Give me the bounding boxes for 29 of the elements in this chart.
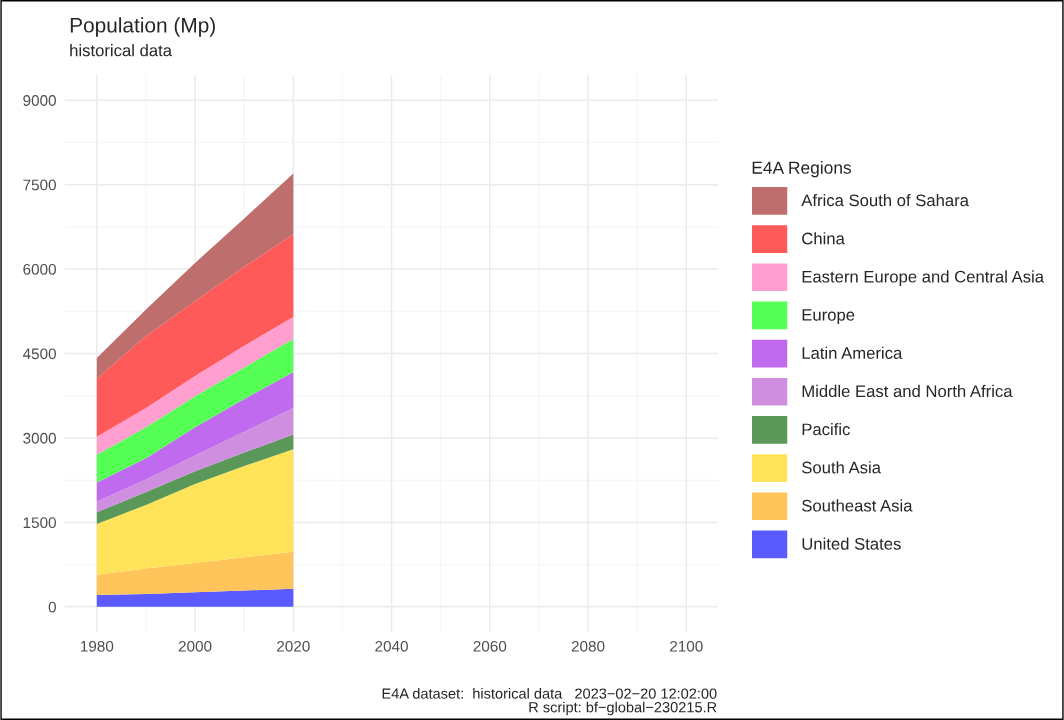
- legend-label: Eastern Europe and Central Asia: [802, 270, 1045, 286]
- y-tick-label: 6000: [23, 263, 56, 275]
- legend-label: Pacific: [802, 423, 850, 436]
- y-tick-label: 4500: [22, 348, 56, 360]
- x-tick-label: 2080: [571, 640, 605, 652]
- legend-label: United States: [802, 537, 901, 550]
- chart-subtitle: historical data: [70, 44, 172, 57]
- chart-title: Population (Mp): [70, 17, 215, 37]
- y-tick-label: 1500: [23, 517, 56, 529]
- y-tick-label: 9000: [23, 95, 56, 106]
- legend-label: South Asia: [802, 461, 881, 474]
- y-tick-label: 7500: [23, 179, 56, 191]
- text: R script: bf−global−230215.R: [529, 701, 717, 716]
- y-tick-label: 3000: [23, 432, 56, 444]
- y-tick-label: 0: [48, 601, 56, 613]
- x-tick-label: 2060: [473, 640, 507, 652]
- legend-title: E4A Regions: [752, 161, 852, 178]
- x-tick-label: 2040: [375, 640, 408, 652]
- legend-label: Middle East and North Africa: [802, 384, 1013, 398]
- legend-label: Africa South of Sahara: [801, 194, 969, 207]
- legend-label: Europe: [802, 309, 855, 325]
- legend-label: China: [802, 232, 845, 245]
- x-tick-label: 2000: [178, 640, 212, 652]
- legend-label: Latin America: [802, 346, 903, 359]
- text: E4A dataset: historical data 2023−02−20 12:02:00: [382, 688, 717, 699]
- x-tick-label: 2020: [277, 640, 310, 652]
- legend-label: Southeast Asia: [802, 499, 913, 512]
- x-tick-label: 2100: [670, 640, 703, 652]
- x-tick-label: 1980: [81, 640, 114, 652]
